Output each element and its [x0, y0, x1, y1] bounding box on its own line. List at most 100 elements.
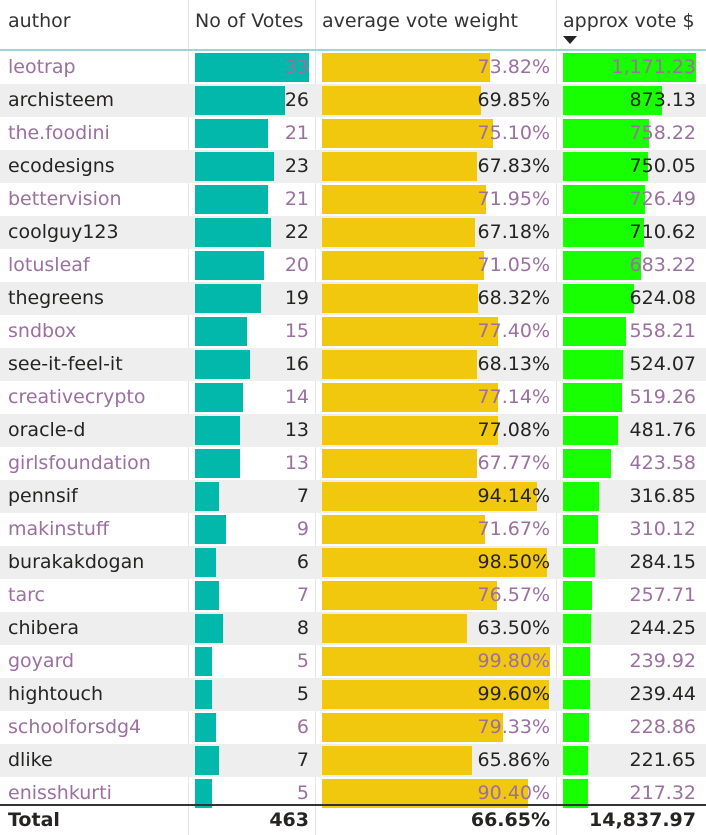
weight-bar	[322, 383, 498, 412]
dollars-bar	[563, 647, 591, 676]
dollars-value: 726.49	[629, 188, 696, 210]
author-cell: bettervision	[8, 188, 122, 210]
weight-value: 68.13%	[477, 353, 550, 375]
dollars-bar	[563, 383, 622, 412]
dollars-bar	[563, 284, 634, 313]
author-cell: the.foodini	[8, 122, 110, 144]
header-weight[interactable]: average vote weight	[322, 10, 518, 32]
dollars-bar	[563, 317, 627, 346]
weight-value: 73.82%	[477, 56, 550, 78]
author-cell: goyard	[8, 650, 75, 672]
table-row[interactable]: dlike 7 65.86% 221.65	[0, 744, 706, 777]
dollars-value: 257.71	[629, 584, 696, 606]
dollars-value: 710.62	[629, 221, 696, 243]
dollars-value: 284.15	[629, 551, 696, 573]
table-row[interactable]: goyard 5 99.80% 239.92	[0, 645, 706, 678]
dollars-value: 558.21	[629, 320, 696, 342]
table-row[interactable]: chibera 8 63.50% 244.25	[0, 612, 706, 645]
dollars-bar	[563, 185, 646, 214]
header-divider	[0, 49, 706, 51]
table-row[interactable]: coolguy123 22 67.18% 710.62	[0, 216, 706, 249]
table-row[interactable]: hightouch 5 99.60% 239.44	[0, 678, 706, 711]
table-row[interactable]: creativecrypto 14 77.14% 519.26	[0, 381, 706, 414]
weight-bar	[322, 713, 503, 742]
weight-bar	[322, 647, 550, 676]
sort-descending-icon[interactable]	[563, 36, 577, 44]
weight-bar	[322, 119, 494, 148]
dollars-bar	[563, 218, 644, 247]
votes-value: 13	[284, 452, 309, 474]
author-cell: thegreens	[8, 287, 104, 309]
dollars-bar	[563, 482, 599, 511]
weight-value: 76.57%	[477, 584, 550, 606]
header-author[interactable]: author	[8, 10, 71, 32]
table-row[interactable]: bettervision 21 71.95% 726.49	[0, 183, 706, 216]
author-cell: archisteem	[8, 89, 115, 111]
weight-bar	[322, 284, 478, 313]
votes-value: 6	[296, 716, 309, 738]
weight-bar	[322, 416, 498, 445]
weight-bar	[322, 350, 478, 379]
table-row[interactable]: archisteem 26 69.85% 873.13	[0, 84, 706, 117]
author-cell: oracle-d	[8, 419, 86, 441]
weight-value: 77.08%	[477, 419, 550, 441]
dollars-value: 423.58	[629, 452, 696, 474]
table-row[interactable]: leotrap 33 73.82% 1,171.23	[0, 51, 706, 84]
dollars-bar	[563, 614, 591, 643]
dollars-bar	[563, 86, 663, 115]
weight-value: 90.40%	[477, 782, 550, 804]
weight-value: 77.14%	[477, 386, 550, 408]
table-row[interactable]: burakakdogan 6 98.50% 284.15	[0, 546, 706, 579]
votes-bar	[195, 185, 268, 214]
dollars-value: 750.05	[629, 155, 696, 177]
table-row[interactable]: tarc 7 76.57% 257.71	[0, 579, 706, 612]
weight-bar	[322, 152, 477, 181]
weight-bar	[322, 218, 476, 247]
table-row[interactable]: pennsif 7 94.14% 316.85	[0, 480, 706, 513]
table-row[interactable]: thegreens 19 68.32% 624.08	[0, 282, 706, 315]
table-row[interactable]: girlsfoundation 13 67.77% 423.58	[0, 447, 706, 480]
votes-value: 13	[284, 419, 309, 441]
author-cell: tarc	[8, 584, 45, 606]
total-label: Total	[8, 809, 60, 831]
table-row[interactable]: the.foodini 21 75.10% 758.22	[0, 117, 706, 150]
votes-bar	[195, 614, 223, 643]
table-row[interactable]: makinstuff 9 71.67% 310.12	[0, 513, 706, 546]
total-dollars: 14,837.97	[589, 809, 696, 831]
votes-value: 15	[284, 320, 309, 342]
header-dollars[interactable]: approx vote $	[563, 10, 695, 32]
author-cell: burakakdogan	[8, 551, 145, 573]
table-row[interactable]: ecodesigns 23 67.83% 750.05	[0, 150, 706, 183]
author-cell: schoolforsdg4	[8, 716, 142, 738]
dollars-bar	[563, 779, 588, 808]
dollars-value: 217.32	[629, 782, 696, 804]
table-row[interactable]: oracle-d 13 77.08% 481.76	[0, 414, 706, 447]
weight-bar	[322, 614, 467, 643]
author-cell: creativecrypto	[8, 386, 146, 408]
table-row[interactable]: lotusleaf 20 71.05% 683.22	[0, 249, 706, 282]
author-cell: see-it-feel-it	[8, 353, 123, 375]
table-row[interactable]: enisshkurti 5 90.40% 217.32	[0, 777, 706, 810]
author-cell: girlsfoundation	[8, 452, 151, 474]
header-votes[interactable]: No of Votes	[195, 10, 304, 32]
weight-bar	[322, 548, 547, 577]
total-weight: 66.65%	[470, 809, 550, 831]
table-row[interactable]: sndbox 15 77.40% 558.21	[0, 315, 706, 348]
votes-value: 5	[296, 650, 309, 672]
total-divider	[0, 804, 706, 806]
votes-value: 33	[284, 56, 309, 78]
dollars-value: 221.65	[629, 749, 696, 771]
weight-bar	[322, 86, 482, 115]
dollars-value: 481.76	[629, 419, 696, 441]
table-row[interactable]: schoolforsdg4 6 79.33% 228.86	[0, 711, 706, 744]
dollars-value: 310.12	[629, 518, 696, 540]
votes-bar	[195, 416, 240, 445]
weight-value: 99.80%	[477, 650, 550, 672]
table-row[interactable]: see-it-feel-it 16 68.13% 524.07	[0, 348, 706, 381]
dollars-value: 873.13	[629, 89, 696, 111]
dollars-value: 519.26	[629, 386, 696, 408]
dollars-value: 244.25	[629, 617, 696, 639]
votes-value: 23	[284, 155, 309, 177]
dollars-bar	[563, 152, 649, 181]
votes-bar	[195, 317, 247, 346]
